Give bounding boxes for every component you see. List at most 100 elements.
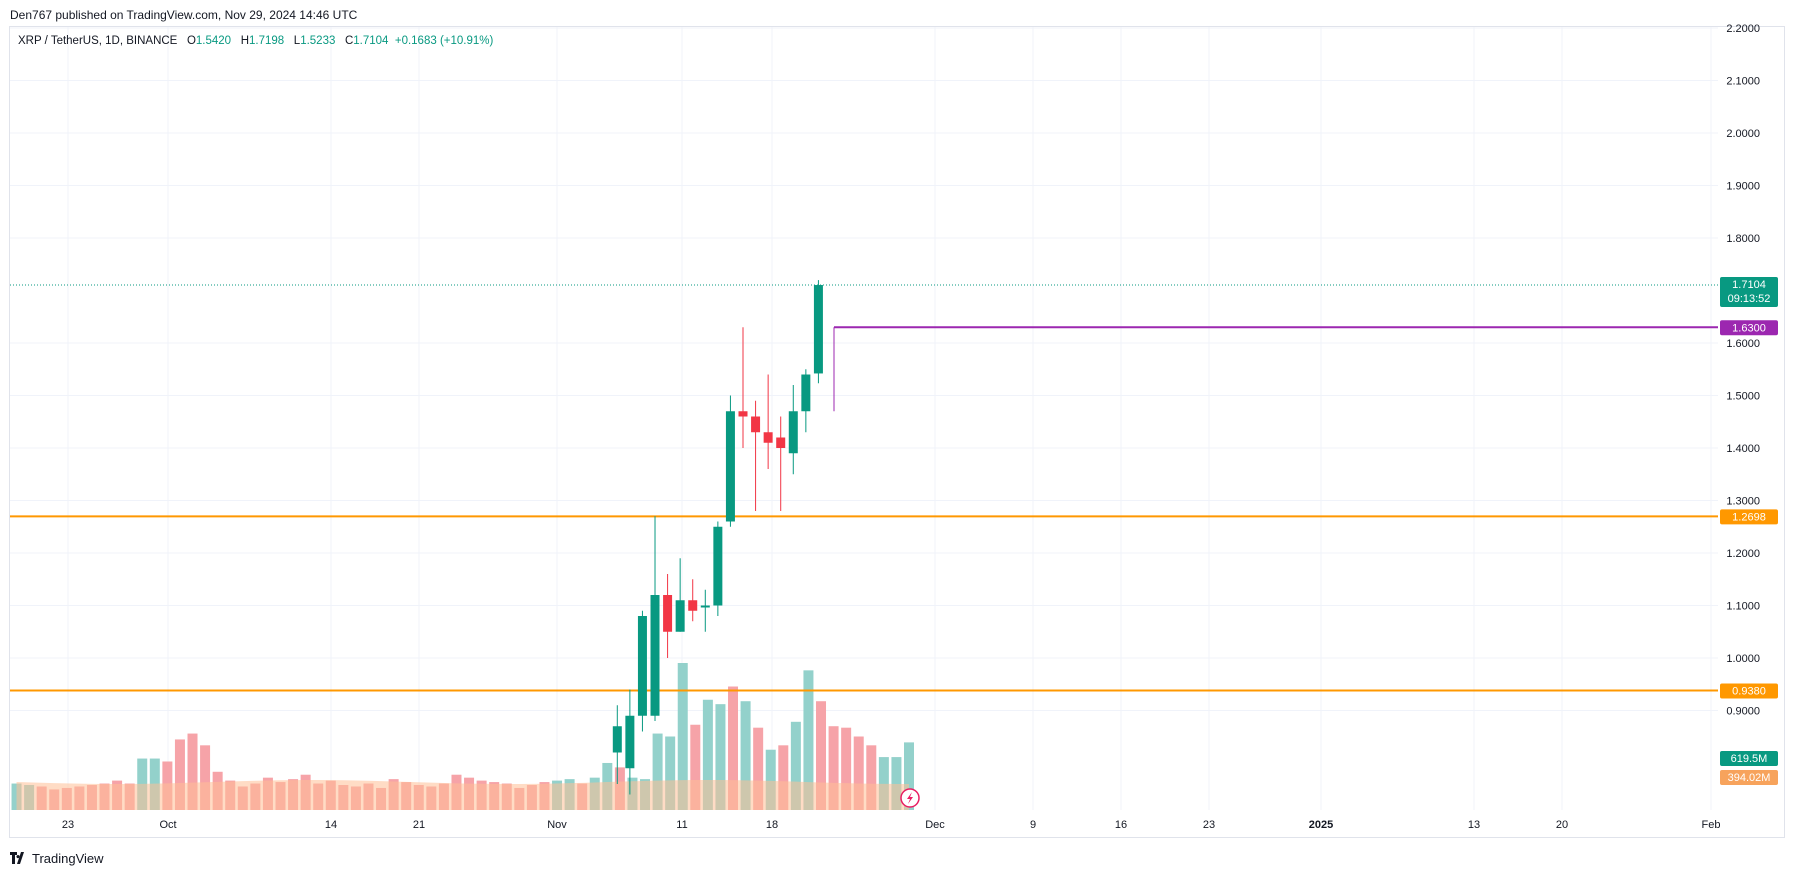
- volume-bar: [765, 749, 776, 810]
- level-price-tag-text: 1.6300: [1732, 322, 1766, 334]
- volume-bar: [728, 686, 739, 810]
- candle-body: [700, 605, 710, 608]
- level-price-tag-text: 0.9380: [1732, 686, 1766, 698]
- volume-bar: [702, 699, 713, 810]
- candle-body: [776, 437, 786, 448]
- y-tick-label: 1.6000: [1726, 338, 1760, 350]
- candle-body: [788, 411, 798, 454]
- x-tick-label: 9: [1030, 819, 1036, 831]
- time-axis: 23 Oct 14 21 Nov 11 18 Dec 9 16 23 2025 13 20 Feb: [62, 819, 1721, 831]
- candle-body: [650, 595, 660, 716]
- candle-body: [713, 526, 723, 606]
- volume-ma-tag: 394.02M: [1720, 770, 1778, 785]
- volume-bar: [652, 733, 663, 810]
- chart-legend: XRP / TetherUS, 1D, BINANCE O1.5420 H1.7…: [18, 35, 493, 47]
- open-label: O: [186, 35, 196, 47]
- x-tick-label: 18: [766, 819, 778, 831]
- publisher-info: Den767 published on TradingView.com, Nov…: [10, 8, 358, 22]
- level-price-tag: 1.2698: [1720, 509, 1778, 525]
- volume-bar: [790, 721, 801, 810]
- candle-body: [801, 374, 811, 412]
- x-tick-label: 14: [325, 819, 337, 831]
- volume-bar: [677, 663, 688, 810]
- candle-body: [637, 616, 647, 716]
- candle-body: [675, 600, 685, 632]
- level-price-tag-bg: [1720, 320, 1778, 336]
- horizontal-levels: [10, 284, 1718, 692]
- volume-bar: [740, 701, 751, 810]
- y-tick-label: 0.9000: [1726, 706, 1760, 718]
- volume-bar: [200, 745, 211, 810]
- price-tags: 1.7104 09:13:52 1.6300 1.2698 0.9380 619.5M 39…: [900, 277, 1778, 808]
- y-tick-label: 1.9000: [1726, 181, 1760, 193]
- x-tick-label: 21: [413, 819, 425, 831]
- x-tick-label: 23: [1203, 819, 1215, 831]
- volume-bar: [174, 739, 185, 810]
- volume-bar: [11, 783, 22, 810]
- candle-body: [663, 595, 673, 632]
- level-price-tag-bg: [1720, 509, 1778, 525]
- x-tick-label: 2025: [1309, 819, 1333, 831]
- x-tick-label: Dec: [925, 819, 945, 831]
- volume-bar: [866, 745, 877, 810]
- symbol-label: XRP / TetherUS, 1D, BINANCE: [18, 35, 178, 47]
- volume-ma-area: [16, 780, 909, 810]
- high-value: 1.7198: [249, 35, 285, 47]
- footer: TradingView: [10, 848, 104, 868]
- candle-body: [763, 432, 773, 443]
- y-tick-label: 2.2000: [1726, 23, 1760, 35]
- x-tick-label: Oct: [159, 819, 176, 831]
- level-price-tag: 1.6300: [1720, 320, 1778, 336]
- volume-ma-tag-bg: [1720, 770, 1778, 785]
- volume-bar: [841, 727, 852, 810]
- x-tick-label: 13: [1468, 819, 1480, 831]
- volume-bar: [778, 745, 789, 810]
- close-value: 1.7104: [353, 35, 389, 47]
- x-tick-label: 16: [1115, 819, 1127, 831]
- low-value: 1.5233: [300, 35, 336, 47]
- low-label: L: [293, 35, 301, 47]
- tradingview-logo-icon: [10, 852, 24, 864]
- y-tick-label: 1.1000: [1726, 601, 1760, 613]
- level-price-tag-text: 1.2698: [1732, 511, 1766, 523]
- y-tick-label: 2.1000: [1726, 76, 1760, 88]
- volume-bar: [816, 701, 827, 810]
- x-tick-label: 11: [676, 819, 687, 831]
- volume-tag: 619.5M: [1720, 751, 1778, 766]
- level-price-tag: 0.9380: [1720, 683, 1778, 699]
- close-label: C: [344, 35, 354, 47]
- candle-body: [625, 715, 635, 769]
- change-value: +0.1683 (+10.91%): [394, 35, 494, 47]
- y-tick-label: 1.4000: [1726, 443, 1760, 455]
- candle-body: [738, 411, 748, 417]
- volume-bar: [904, 742, 914, 810]
- volume-bar: [828, 726, 839, 810]
- y-tick-label: 1.2000: [1726, 548, 1760, 560]
- volume-bar: [665, 736, 676, 810]
- volume-ma-tag-text: 394.02M: [1728, 772, 1771, 784]
- volume-bar: [715, 704, 726, 810]
- candle-body: [751, 416, 761, 433]
- grid: [10, 27, 1718, 810]
- chart-frame[interactable]: [9, 26, 1785, 838]
- x-tick-label: Nov: [547, 819, 567, 831]
- volume-bar: [853, 736, 864, 810]
- last-price-tag-text: 09:13:52: [1728, 293, 1771, 305]
- x-tick-label: Feb: [1702, 819, 1721, 831]
- last-price-tag: 1.7104 09:13:52: [1720, 277, 1778, 308]
- volume-bars: [11, 663, 914, 810]
- volume-bar: [690, 724, 701, 810]
- candle-body: [612, 726, 622, 753]
- volume-bar: [753, 727, 764, 810]
- volume-tag-text: 619.5M: [1731, 753, 1768, 765]
- y-tick-label: 2.0000: [1726, 128, 1760, 140]
- volume-bar: [891, 757, 902, 810]
- y-tick-label: 1.0000: [1726, 653, 1760, 665]
- candle-body: [688, 600, 698, 611]
- volume-bar: [803, 670, 814, 810]
- volume-tag-bg: [1720, 751, 1778, 766]
- last-price-tag-text: 1.7104: [1732, 279, 1766, 291]
- x-tick-label: 20: [1556, 819, 1568, 831]
- volume-bar: [187, 733, 198, 810]
